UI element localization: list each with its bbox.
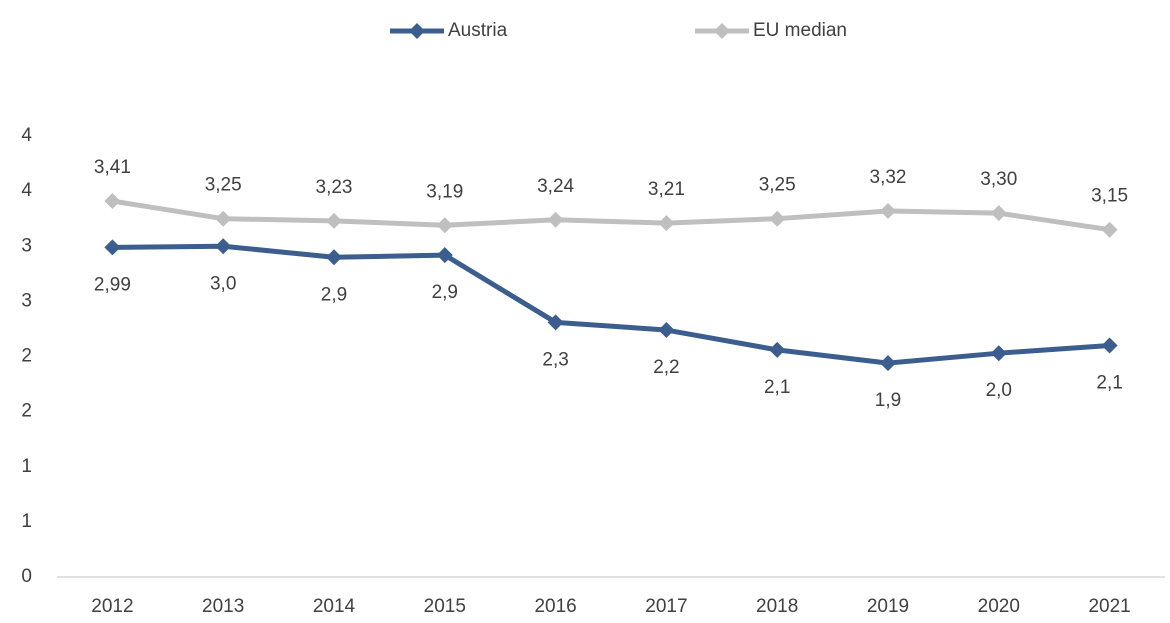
y-tick-label: 2 — [21, 401, 32, 422]
data-point — [326, 249, 342, 266]
y-tick-label: 4 — [21, 125, 32, 146]
legend-marker — [409, 23, 425, 39]
data-point — [769, 210, 786, 227]
data-point — [658, 215, 675, 232]
y-tick-label: 1 — [21, 456, 32, 477]
data-label: 3,23 — [316, 177, 353, 198]
x-tick-label: 2013 — [202, 596, 244, 617]
data-point — [658, 322, 675, 339]
series-line — [112, 243, 1110, 366]
y-tick-label: 0 — [21, 566, 32, 587]
data-point — [1101, 221, 1118, 238]
data-point — [1101, 337, 1118, 354]
y-tick-label: 4 — [21, 180, 32, 201]
data-label: 3,0 — [210, 273, 236, 294]
x-tick-label: 2017 — [645, 596, 687, 617]
data-point — [215, 210, 232, 227]
data-point — [436, 217, 453, 234]
y-tick-label: 2 — [21, 346, 32, 367]
data-label: 2,9 — [432, 282, 458, 303]
data-point — [880, 355, 896, 372]
data-point — [215, 238, 232, 255]
data-label: 1,9 — [875, 390, 901, 411]
data-label: 3,25 — [759, 175, 796, 196]
legend-marker — [714, 23, 730, 39]
x-tick-label: 2019 — [867, 596, 909, 617]
x-tick-label: 2016 — [534, 596, 576, 617]
data-point — [104, 239, 121, 256]
data-label: 3,30 — [980, 169, 1017, 190]
data-point — [880, 202, 896, 219]
y-tick-label: 3 — [21, 290, 32, 311]
data-point — [769, 341, 786, 358]
data-label: 3,21 — [648, 179, 685, 200]
data-label: 3,41 — [94, 157, 131, 178]
series-line — [112, 198, 1110, 233]
data-label: 3,32 — [870, 167, 907, 188]
data-label: 2,99 — [94, 274, 131, 295]
data-label: 2,1 — [764, 377, 790, 398]
x-tick-label: 2015 — [424, 596, 466, 617]
data-label: 2,1 — [1096, 372, 1122, 393]
data-point — [547, 211, 564, 228]
data-point — [990, 205, 1007, 222]
data-label: 3,25 — [205, 175, 242, 196]
x-tick-label: 2020 — [978, 596, 1020, 617]
x-tick-label: 2014 — [313, 596, 356, 617]
data-label: 2,9 — [321, 284, 347, 305]
y-tick-label: 1 — [21, 511, 32, 532]
data-label: 3,19 — [426, 181, 463, 202]
legend-label: Austria — [448, 20, 508, 41]
legend-label: EU median — [753, 20, 847, 41]
x-tick-label: 2021 — [1088, 596, 1130, 617]
data-point — [547, 314, 564, 331]
data-label: 3,15 — [1091, 186, 1128, 207]
x-tick-label: 2012 — [91, 596, 133, 617]
data-label: 2,2 — [653, 357, 679, 378]
data-point — [436, 247, 453, 264]
x-tick-label: 2018 — [756, 596, 798, 617]
data-label: 3,24 — [537, 176, 574, 197]
data-label: 2,0 — [986, 380, 1012, 401]
y-tick-label: 3 — [21, 235, 32, 256]
data-label: 2,3 — [542, 349, 568, 370]
data-point — [104, 193, 121, 210]
data-point — [326, 212, 342, 229]
data-point — [990, 345, 1007, 362]
